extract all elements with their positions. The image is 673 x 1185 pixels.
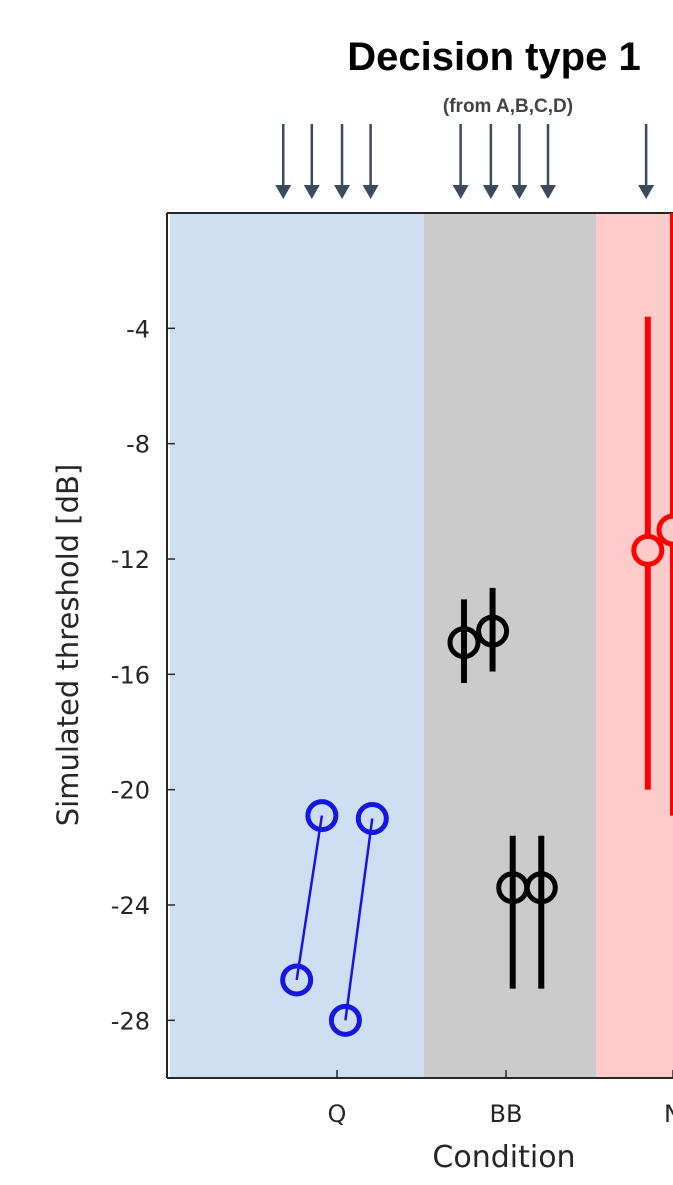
arrow-head: [482, 185, 499, 199]
y-tick-label: -16: [111, 661, 150, 689]
chart-subtitle: (from A,B,C,D): [443, 96, 573, 117]
arrow-markers: [275, 124, 655, 199]
y-axis-label: Simulated threshold [dB]: [51, 464, 85, 827]
y-tick-label: -8: [126, 431, 150, 459]
arrow-head: [638, 185, 655, 199]
series-line: [295, 815, 324, 981]
x-tick-label: BB: [490, 1100, 523, 1128]
data-point: [631, 533, 665, 567]
arrow-head: [303, 185, 320, 199]
x-axis-label: Condition: [432, 1140, 575, 1175]
data-point: [328, 1003, 362, 1037]
background-bands: [170, 213, 673, 1078]
y-tick-label: -28: [111, 1007, 150, 1035]
band-q: [170, 213, 424, 1078]
arrow-head: [511, 185, 528, 199]
y-tick-label: -12: [111, 546, 150, 574]
arrow-head: [362, 185, 379, 199]
data-point: [305, 799, 339, 833]
band-n: [596, 213, 673, 1078]
series-line: [344, 818, 374, 1021]
data-point: [656, 513, 673, 547]
chart-title: Decision type 1: [347, 35, 640, 79]
axes: -4 -8 -12 -16 -20 -24 -28 Q BB N: [111, 212, 673, 1128]
arrow-head: [275, 185, 292, 199]
data-point: [447, 626, 481, 660]
arrow-head: [540, 185, 556, 199]
y-tick-label: -4: [126, 315, 150, 343]
arrow-head: [334, 185, 351, 199]
data-point: [524, 871, 558, 905]
x-tick-label: N: [664, 1100, 673, 1128]
data-point: [280, 963, 314, 997]
arrow-head: [452, 185, 469, 199]
data-marks: [280, 213, 673, 1037]
x-tick-label: Q: [328, 1100, 347, 1128]
y-tick-label: -24: [111, 892, 150, 920]
y-tick-label: -20: [111, 777, 150, 805]
data-point: [476, 614, 510, 648]
data-point: [355, 802, 389, 835]
